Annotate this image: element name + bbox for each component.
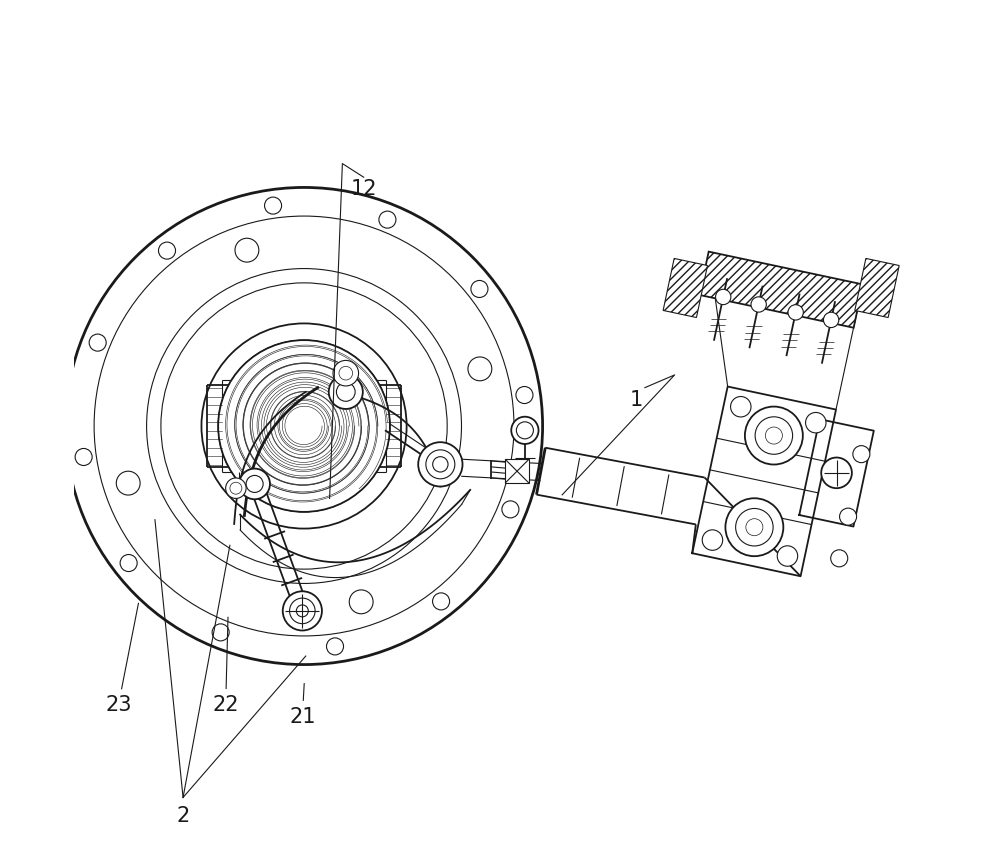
Circle shape [745,406,803,464]
Polygon shape [663,258,708,318]
Circle shape [702,530,723,550]
Polygon shape [855,258,899,318]
Text: 2: 2 [176,806,190,826]
Circle shape [806,412,826,433]
Polygon shape [699,251,863,328]
Circle shape [725,498,783,556]
Circle shape [212,624,229,641]
Circle shape [120,555,137,572]
Circle shape [840,508,857,525]
Circle shape [746,519,763,536]
Circle shape [379,211,396,228]
Circle shape [823,312,839,327]
Circle shape [418,442,463,486]
Circle shape [158,242,176,259]
Circle shape [339,366,353,380]
Circle shape [296,605,308,617]
Circle shape [329,375,363,409]
Text: 21: 21 [289,707,316,728]
Circle shape [244,366,364,486]
Circle shape [326,638,344,655]
Circle shape [294,417,314,435]
Circle shape [226,478,246,498]
Circle shape [788,305,803,320]
Circle shape [235,239,259,262]
Text: 1: 1 [630,390,643,411]
Circle shape [239,469,270,499]
Circle shape [89,334,106,351]
Circle shape [731,396,751,417]
Circle shape [283,591,322,630]
Circle shape [246,475,263,492]
Circle shape [736,509,773,546]
Circle shape [267,389,341,463]
Text: 22: 22 [212,695,239,716]
Circle shape [256,378,352,474]
Circle shape [147,268,461,584]
Circle shape [290,598,315,624]
Text: 23: 23 [105,695,132,716]
Circle shape [716,290,731,305]
Circle shape [218,340,390,512]
Circle shape [516,387,533,404]
Circle shape [755,417,793,454]
Circle shape [286,408,322,444]
Circle shape [765,427,782,444]
Circle shape [265,197,282,214]
Bar [505,459,529,483]
Circle shape [777,546,798,567]
Circle shape [161,283,447,569]
Circle shape [278,400,330,452]
Circle shape [349,590,373,613]
Text: 12: 12 [350,179,377,199]
Circle shape [853,446,870,463]
Circle shape [516,422,533,439]
Circle shape [201,324,407,528]
Circle shape [821,458,852,488]
Circle shape [218,340,390,512]
Circle shape [75,448,92,465]
Circle shape [751,296,766,312]
Circle shape [333,360,359,386]
Circle shape [502,501,519,518]
Circle shape [116,471,140,495]
Circle shape [433,593,450,610]
Circle shape [511,417,539,444]
Circle shape [433,457,448,472]
Circle shape [831,550,848,567]
Circle shape [426,450,455,479]
Circle shape [471,280,488,297]
Circle shape [230,482,242,494]
Circle shape [468,357,492,381]
Circle shape [232,354,376,498]
Circle shape [336,383,355,401]
Circle shape [94,216,514,636]
Circle shape [65,187,543,665]
